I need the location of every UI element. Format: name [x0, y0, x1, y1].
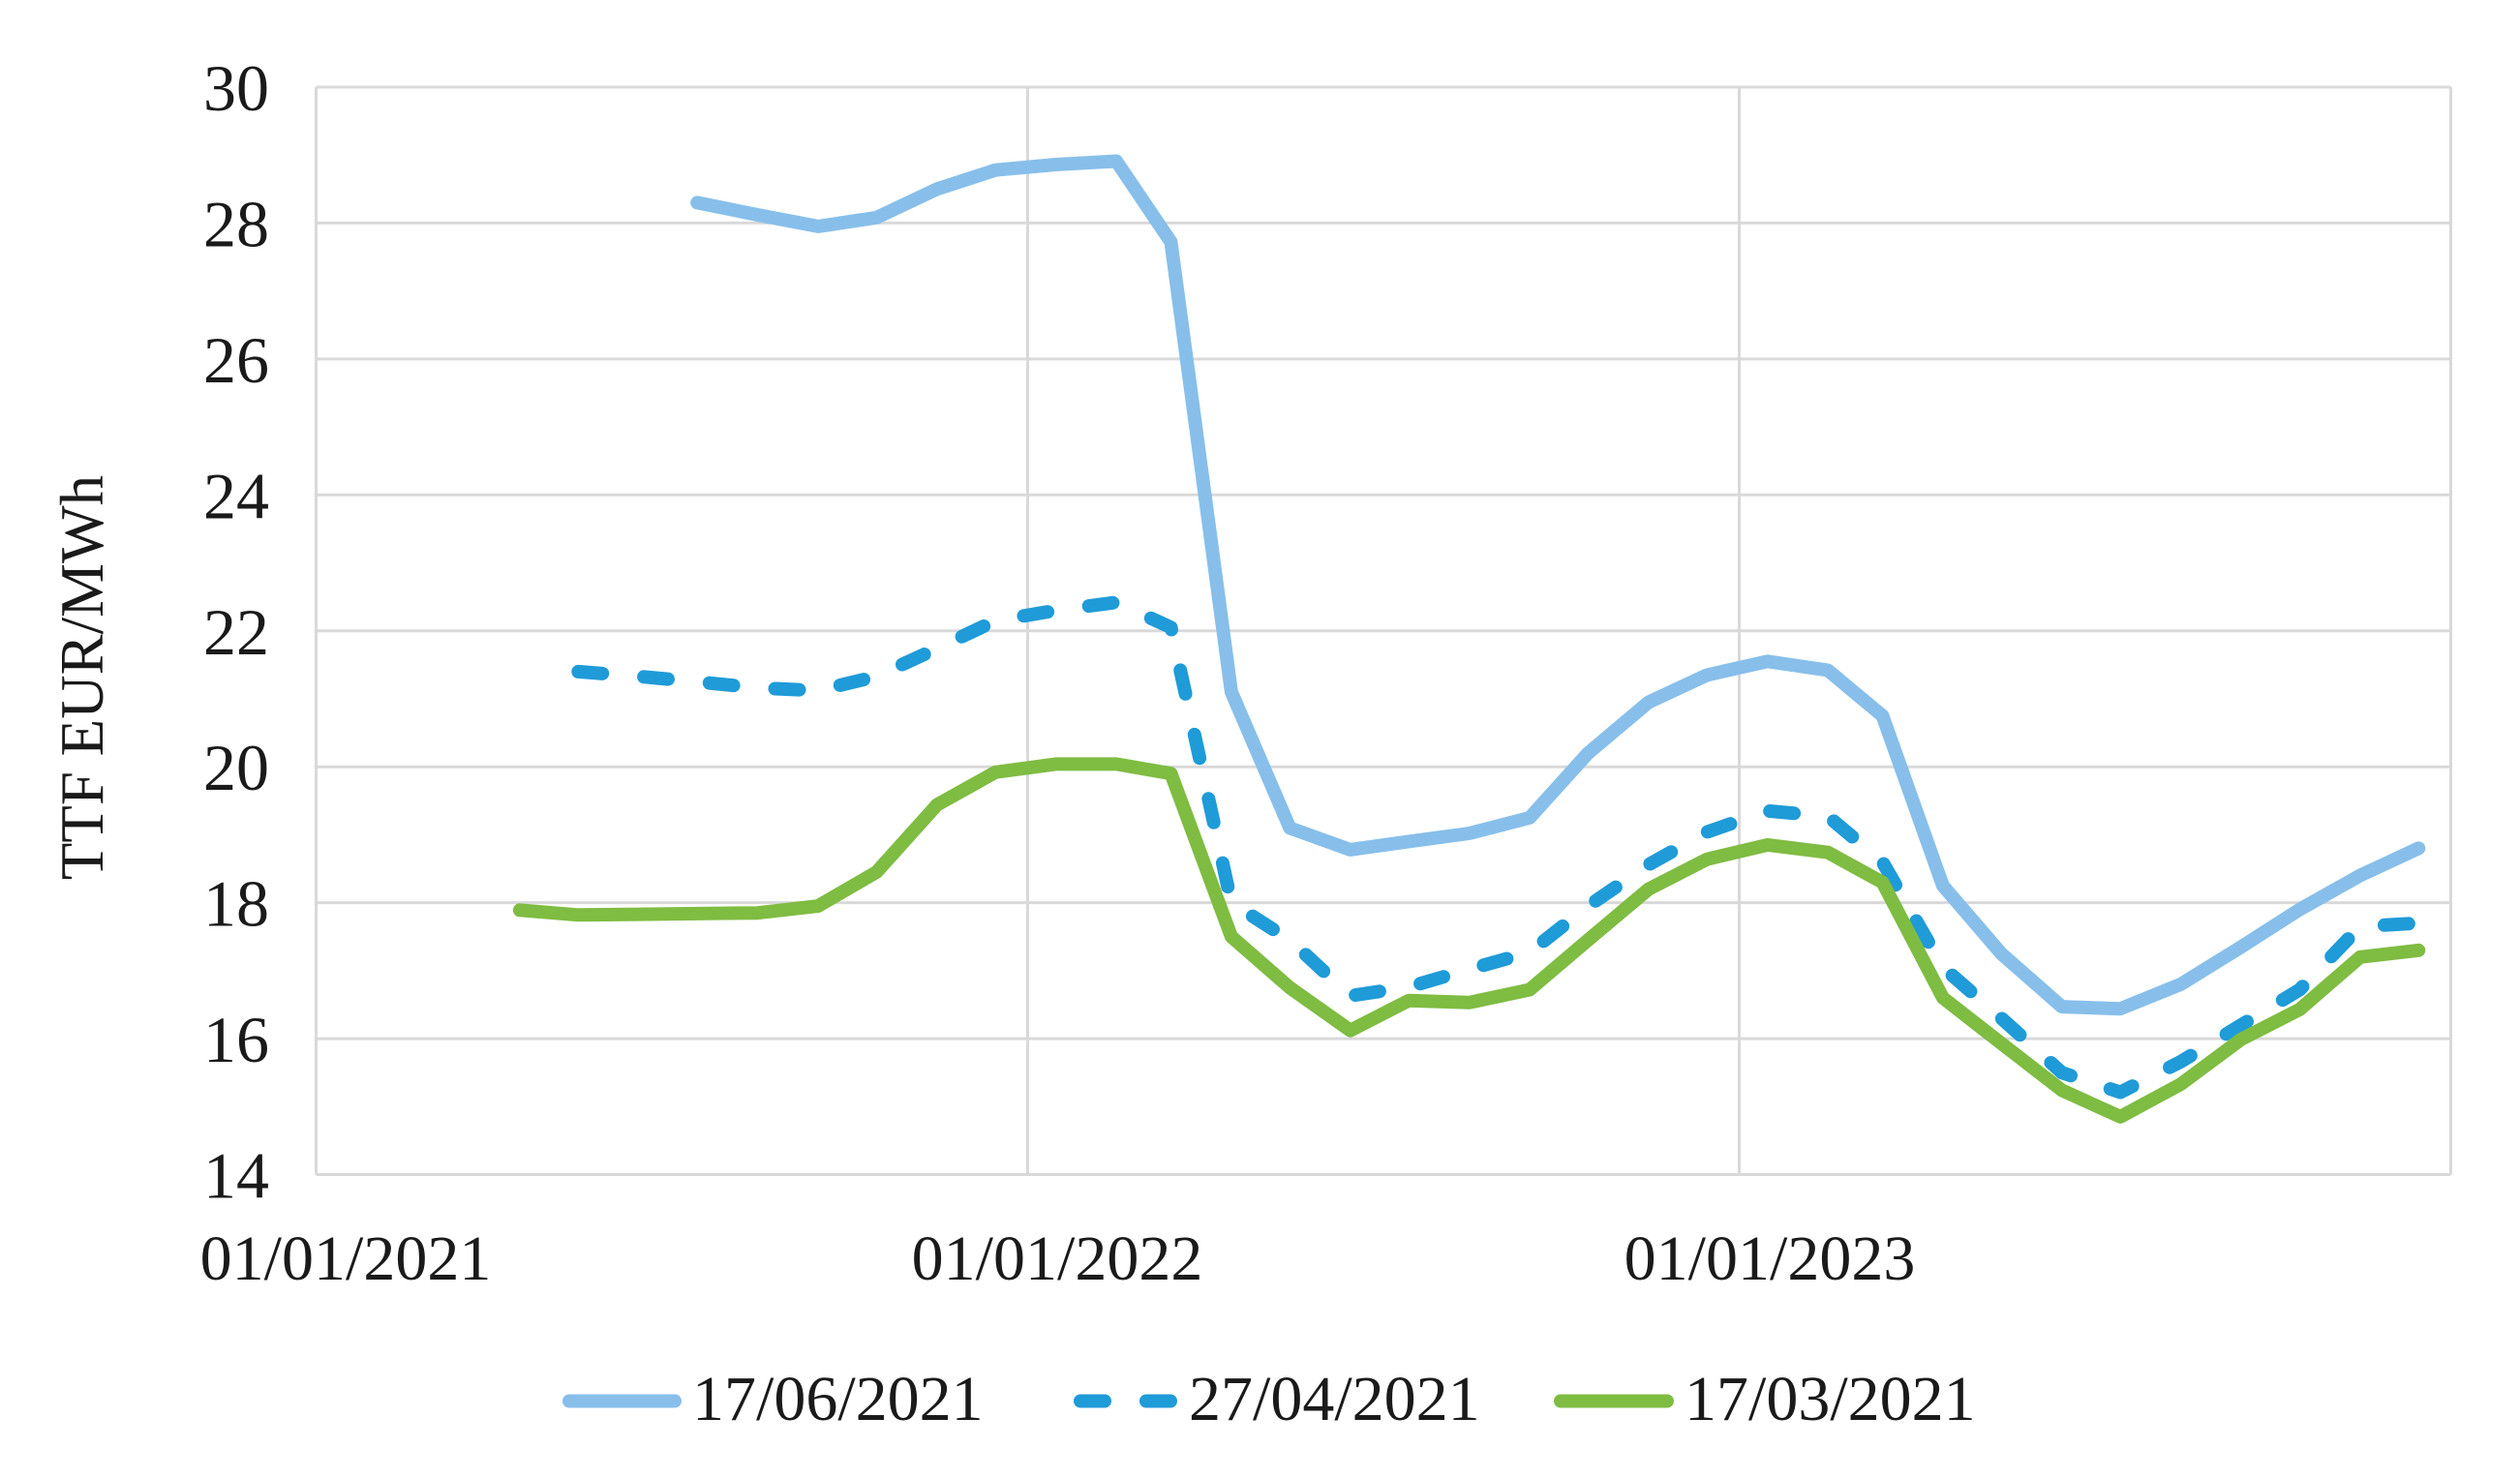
svg-text:TTF EUR/MWh: TTF EUR/MWh: [48, 475, 116, 880]
svg-text:17/06/2021: 17/06/2021: [692, 1364, 984, 1434]
svg-text:14: 14: [203, 1139, 269, 1213]
svg-text:28: 28: [203, 187, 269, 260]
svg-text:17/03/2021: 17/03/2021: [1685, 1364, 1976, 1434]
svg-text:20: 20: [203, 731, 269, 804]
svg-text:01/01/2023: 01/01/2023: [1624, 1223, 1916, 1294]
svg-text:01/01/2021: 01/01/2021: [200, 1223, 492, 1294]
svg-text:16: 16: [203, 1003, 269, 1076]
svg-text:24: 24: [203, 459, 269, 532]
svg-text:18: 18: [203, 867, 269, 941]
svg-text:27/04/2021: 27/04/2021: [1189, 1364, 1480, 1434]
svg-text:22: 22: [203, 595, 269, 669]
svg-text:01/01/2022: 01/01/2022: [912, 1223, 1203, 1294]
svg-text:26: 26: [203, 323, 269, 397]
svg-text:30: 30: [203, 51, 269, 125]
